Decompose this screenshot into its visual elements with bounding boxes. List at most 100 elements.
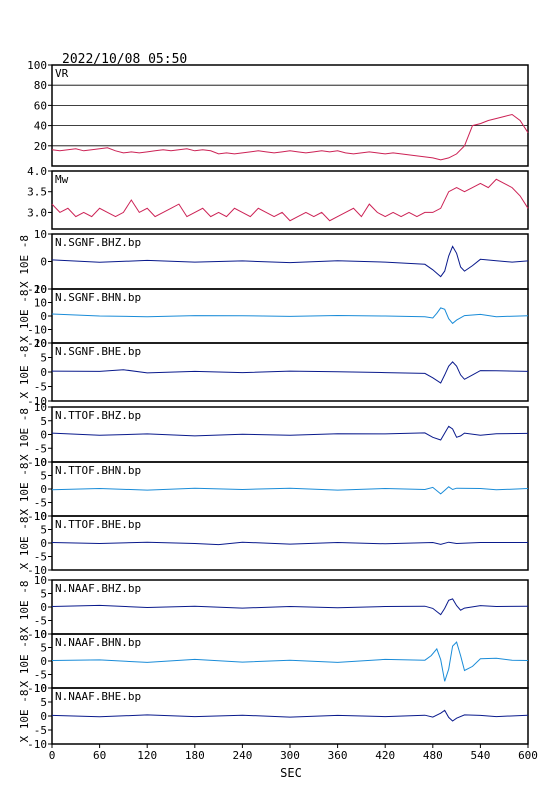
y-tick-label: 40 (34, 120, 47, 133)
panel-label: N.SGNF.BHE.bp (55, 345, 141, 358)
y-tick-label: -5 (34, 497, 47, 510)
y-tick-label: -5 (34, 615, 47, 628)
y-tick-label: 5 (40, 696, 47, 709)
y-tick-label: 10 (34, 574, 47, 587)
x-axis-label: SEC (280, 766, 302, 780)
y-tick-label: 0 (40, 655, 47, 668)
panel-label: N.NAAF.BHE.bp (55, 690, 141, 703)
y-tick-label: 100 (27, 59, 47, 72)
series-line (51, 486, 529, 495)
y-unit-label: X 10E -8 (18, 346, 31, 399)
x-tick-label: 360 (328, 749, 348, 762)
panel-label: VR (55, 67, 69, 80)
series-line (51, 541, 528, 546)
y-tick-label: 10 (34, 628, 47, 641)
y-tick-label: -5 (34, 381, 47, 394)
panel-label: N.TTOF.BHN.bp (55, 464, 141, 477)
y-tick-label: 10 (34, 337, 47, 350)
x-axis: 0 60 120 180 240 300 360 420 480 540 600 (49, 744, 538, 762)
y-tick-label: 10 (34, 456, 47, 469)
y-tick-label: 3.5 (27, 186, 47, 199)
panel-n-sgnf-bhz-bp: 10 0 -10X 10E -8 N.SGNF.BHZ.bp (18, 228, 529, 296)
y-tick-label: -10 (27, 395, 47, 408)
y-unit-label: X 10E -8 (18, 581, 31, 634)
y-unit-label: X 10E -8 (18, 463, 31, 516)
panel-label: N.TTOF.BHE.bp (55, 518, 141, 531)
y-tick-label: -10 (27, 564, 47, 577)
y-tick-label: 10 (34, 510, 47, 523)
x-tick-label: 540 (470, 749, 490, 762)
panel-label: N.TTOF.BHZ.bp (55, 409, 141, 422)
series-line (51, 709, 529, 722)
y-tick-label: 80 (34, 79, 47, 92)
x-tick-label: 420 (375, 749, 395, 762)
y-tick-label: 0 (40, 710, 47, 723)
y-tick-label: -5 (34, 724, 47, 737)
y-tick-label: -10 (27, 324, 47, 337)
y-tick-label: 5 (40, 470, 47, 483)
series-line (51, 245, 529, 278)
x-tick-label: 300 (280, 749, 300, 762)
y-tick-label: 0 (40, 310, 47, 323)
panel-label: Mw (55, 173, 69, 186)
y-tick-label: 10 (34, 401, 47, 414)
x-tick-label: 480 (423, 749, 443, 762)
y-tick-label: -10 (27, 628, 47, 641)
y-unit-label: X 10E -8 (18, 408, 31, 461)
y-tick-label: 0 (40, 483, 47, 496)
panel-mw: 4.0 3.5 3.0 Mw (27, 165, 529, 230)
y-tick-label: 4.0 (27, 165, 47, 178)
x-tick-label: 180 (185, 749, 205, 762)
y-tick-label: 5 (40, 642, 47, 655)
x-tick-label: 0 (49, 749, 56, 762)
y-tick-label: -10 (27, 283, 47, 296)
y-tick-label: 5 (40, 524, 47, 537)
panel-frame (51, 170, 529, 230)
y-tick-label: 0 (40, 601, 47, 614)
y-tick-label: 20 (34, 283, 47, 296)
y-unit-label: X 10E -8 (18, 635, 31, 688)
panel-label: N.NAAF.BHN.bp (55, 636, 141, 649)
y-tick-label: 0 (40, 256, 47, 269)
chart-title: 2022/10/08 05:50 (62, 52, 187, 67)
y-tick-label: 10 (34, 228, 47, 241)
x-tick-label: 240 (232, 749, 252, 762)
y-tick-label: 5 (40, 352, 47, 365)
x-tick-label: 600 (518, 749, 538, 762)
y-unit-label: X 10E -8 (18, 290, 31, 343)
y-tick-label: -5 (34, 442, 47, 455)
y-tick-label: -20 (27, 337, 47, 350)
series-line (51, 113, 529, 161)
panel-label: N.NAAF.BHZ.bp (55, 582, 141, 595)
y-tick-label: 20 (34, 140, 47, 153)
y-tick-label: 60 (34, 99, 47, 112)
y-tick-label: 10 (34, 297, 47, 310)
y-tick-label: -10 (27, 456, 47, 469)
panel-label: N.SGNF.BHZ.bp (55, 236, 141, 249)
y-tick-label: 5 (40, 588, 47, 601)
y-tick-label: 10 (34, 682, 47, 695)
panel-label: N.SGNF.BHN.bp (55, 291, 141, 304)
series-line (51, 598, 529, 616)
x-tick-label: 120 (137, 749, 157, 762)
series-line (51, 178, 529, 222)
panel-vr: 100 80 60 40 20 VR (27, 59, 529, 167)
y-tick-label: -5 (34, 551, 47, 564)
y-tick-label: 0 (40, 537, 47, 550)
y-tick-label: 5 (40, 415, 47, 428)
x-tick-label: 60 (93, 749, 106, 762)
panel-n-sgnf-bhe-bp: 10 50 -5-10X 10E -8 N.SGNF.BHE.bp (18, 337, 529, 408)
series-line (51, 641, 529, 682)
series-line (51, 425, 529, 441)
y-tick-label: -10 (27, 510, 47, 523)
series-line (51, 307, 529, 325)
